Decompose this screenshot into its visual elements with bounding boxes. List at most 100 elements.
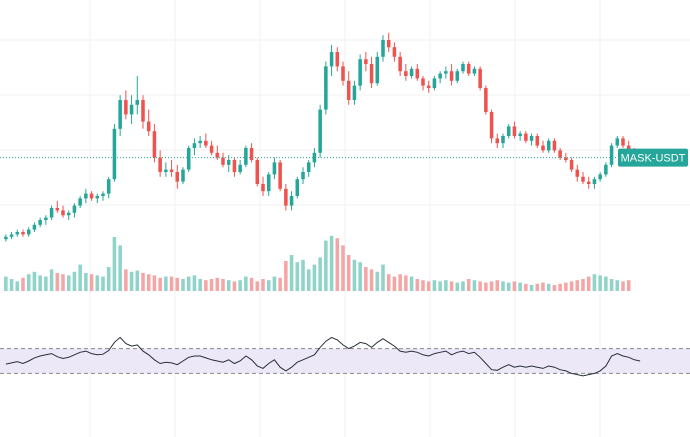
candle-body-56 xyxy=(324,66,328,110)
candle-body-107 xyxy=(615,138,620,146)
candle-49 xyxy=(284,184,288,211)
volume-bar-18 xyxy=(106,267,111,291)
volume-bar-68 xyxy=(392,276,397,291)
candle-body-25 xyxy=(146,121,151,132)
candle-64 xyxy=(369,56,374,88)
candle-body-36 xyxy=(209,145,214,153)
volume-bar-49 xyxy=(284,261,288,291)
candle-body-72 xyxy=(415,68,420,79)
volume-bar-4 xyxy=(26,274,31,291)
candle-23 xyxy=(135,76,140,115)
volume-bar-65 xyxy=(375,271,380,291)
candle-30 xyxy=(175,164,180,189)
candle-body-97 xyxy=(558,150,562,158)
candle-71 xyxy=(409,66,414,79)
volume-bar-99 xyxy=(569,281,574,291)
volume-bar-11 xyxy=(66,275,71,291)
candle-body-2 xyxy=(15,232,20,235)
candle-82 xyxy=(472,66,477,76)
candle-84 xyxy=(484,85,488,115)
candle-31 xyxy=(181,167,185,184)
volume-bar-86 xyxy=(495,280,500,291)
candle-body-33 xyxy=(192,143,197,148)
candle-106 xyxy=(609,143,614,168)
candle-68 xyxy=(392,42,397,62)
volume-bar-5 xyxy=(32,271,37,291)
candle-72 xyxy=(415,64,420,81)
candle-body-51 xyxy=(295,179,300,196)
volume-bar-61 xyxy=(352,259,357,291)
volume-bar-38 xyxy=(221,279,225,291)
candle-101 xyxy=(581,172,585,184)
candle-108 xyxy=(621,136,625,148)
volume-bar-66 xyxy=(381,264,385,291)
candle-body-52 xyxy=(301,172,305,180)
volume-bar-0 xyxy=(4,276,8,291)
volume-bar-28 xyxy=(164,276,168,291)
candle-body-95 xyxy=(546,140,551,151)
volume-bar-3 xyxy=(21,277,25,291)
candle-body-78 xyxy=(449,71,454,81)
candle-body-34 xyxy=(198,140,202,144)
volume-bar-17 xyxy=(101,276,105,291)
volume-bar-2 xyxy=(15,281,20,291)
candle-body-104 xyxy=(598,174,602,180)
candle-65 xyxy=(375,52,380,86)
candle-4 xyxy=(26,227,31,237)
candle-60 xyxy=(346,71,351,105)
candle-body-55 xyxy=(318,109,322,153)
candle-body-62 xyxy=(358,59,362,86)
candle-body-106 xyxy=(609,145,614,165)
price-tag[interactable]: MASK-USDT xyxy=(618,148,688,167)
candle-body-40 xyxy=(232,160,237,172)
candle-body-54 xyxy=(312,152,317,163)
candle-body-1 xyxy=(9,234,14,237)
volume-bar-24 xyxy=(141,273,145,291)
candle-body-12 xyxy=(72,205,77,213)
volume-bar-97 xyxy=(558,283,562,291)
candle-body-80 xyxy=(461,64,465,72)
candle-body-105 xyxy=(604,164,608,175)
volume-bar-1 xyxy=(9,279,14,291)
candle-29 xyxy=(169,160,174,177)
volume-bar-108 xyxy=(621,281,625,291)
volume-bar-85 xyxy=(489,281,494,291)
volume-bar-100 xyxy=(575,280,580,291)
candle-88 xyxy=(506,124,511,139)
candle-96 xyxy=(552,138,557,153)
candle-107 xyxy=(615,136,620,148)
candle-67 xyxy=(386,32,391,52)
volume-bar-91 xyxy=(524,283,528,291)
candle-body-73 xyxy=(421,78,425,86)
candle-body-26 xyxy=(152,131,157,158)
candle-body-70 xyxy=(404,71,408,76)
volume-bar-51 xyxy=(295,262,300,291)
volume-bar-95 xyxy=(546,283,551,291)
volume-bar-70 xyxy=(404,275,408,291)
candle-66 xyxy=(381,35,385,62)
candle-body-65 xyxy=(375,56,380,84)
volume-bar-43 xyxy=(249,277,254,291)
candle-12 xyxy=(72,203,77,218)
candle-body-17 xyxy=(101,193,105,196)
volume-bar-106 xyxy=(609,279,614,291)
candle-body-94 xyxy=(541,145,545,151)
candle-body-86 xyxy=(495,138,500,144)
candle-19 xyxy=(112,124,117,182)
volume-bar-31 xyxy=(181,279,185,291)
candle-body-49 xyxy=(284,188,288,206)
candle-body-96 xyxy=(552,140,557,151)
volume-bar-15 xyxy=(89,274,94,291)
candle-9 xyxy=(55,200,60,213)
volume-bar-6 xyxy=(38,275,42,291)
candle-57 xyxy=(329,44,334,76)
volume-bar-71 xyxy=(409,276,414,291)
candle-body-90 xyxy=(518,133,522,136)
candle-76 xyxy=(438,71,442,84)
volume-bar-82 xyxy=(472,280,477,291)
candle-102 xyxy=(586,176,591,189)
volume-bar-50 xyxy=(289,255,294,291)
volume-bar-19 xyxy=(112,237,117,291)
